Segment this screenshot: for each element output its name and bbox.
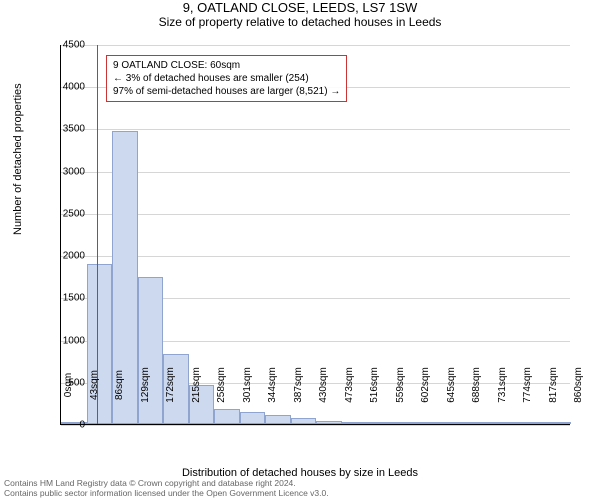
y-tick-label: 2500	[45, 208, 85, 219]
x-tick-label: 860sqm	[573, 367, 584, 403]
x-tick-label: 0sqm	[63, 373, 74, 397]
histogram-bar	[444, 422, 470, 424]
x-tick-label: 473sqm	[344, 367, 355, 403]
annotation-line: ← 3% of detached houses are smaller (254…	[113, 72, 340, 85]
histogram-bar	[291, 418, 317, 424]
histogram-bar	[367, 422, 393, 424]
y-tick-label: 4500	[45, 40, 85, 51]
annotation-line: 97% of semi-detached houses are larger (…	[113, 85, 340, 98]
x-tick-label: 731sqm	[497, 367, 508, 403]
footer-attribution: Contains HM Land Registry data © Crown c…	[4, 478, 329, 498]
histogram-bar	[418, 422, 444, 424]
x-tick-label: 645sqm	[446, 367, 457, 403]
x-tick-label: 301sqm	[242, 367, 253, 403]
plot-area: 9 OATLAND CLOSE: 60sqm← 3% of detached h…	[60, 45, 570, 425]
grid-line	[61, 425, 570, 426]
x-tick-label: 817sqm	[548, 367, 559, 403]
histogram-bar	[316, 421, 342, 424]
histogram-bar	[214, 409, 240, 424]
property-marker-line	[97, 45, 98, 424]
y-tick-label: 1500	[45, 293, 85, 304]
x-tick-label: 387sqm	[293, 367, 304, 403]
x-tick-label: 602sqm	[420, 367, 431, 403]
x-tick-label: 86sqm	[114, 370, 125, 400]
y-tick-label: 1000	[45, 335, 85, 346]
y-axis-label: Number of detached properties	[12, 83, 24, 235]
histogram-bar	[469, 422, 495, 424]
grid-line	[61, 45, 570, 46]
y-tick-label: 2000	[45, 251, 85, 262]
y-tick-label: 3000	[45, 166, 85, 177]
y-tick-label: 4000	[45, 82, 85, 93]
histogram-bar	[265, 415, 291, 424]
footer-line-2: Contains public sector information licen…	[4, 488, 329, 498]
histogram-bar	[393, 422, 419, 424]
histogram-bar	[342, 422, 368, 424]
histogram-bar	[495, 422, 521, 424]
x-tick-label: 258sqm	[216, 367, 227, 403]
x-tick-label: 129sqm	[140, 367, 151, 403]
x-tick-label: 516sqm	[369, 367, 380, 403]
x-tick-label: 774sqm	[522, 367, 533, 403]
x-tick-label: 688sqm	[471, 367, 482, 403]
histogram-bar	[240, 412, 266, 424]
x-tick-label: 43sqm	[89, 370, 100, 400]
x-tick-label: 172sqm	[165, 367, 176, 403]
footer-line-1: Contains HM Land Registry data © Crown c…	[4, 478, 329, 488]
annotation-line: 9 OATLAND CLOSE: 60sqm	[113, 59, 340, 72]
x-tick-label: 559sqm	[395, 367, 406, 403]
page-subtitle: Size of property relative to detached ho…	[0, 15, 600, 29]
x-tick-label: 430sqm	[318, 367, 329, 403]
histogram-bar	[520, 422, 546, 424]
x-tick-label: 344sqm	[267, 367, 278, 403]
chart-area: 9 OATLAND CLOSE: 60sqm← 3% of detached h…	[60, 45, 570, 425]
y-tick-label: 3500	[45, 124, 85, 135]
annotation-box: 9 OATLAND CLOSE: 60sqm← 3% of detached h…	[106, 55, 347, 102]
histogram-bar	[546, 422, 572, 424]
page-title: 9, OATLAND CLOSE, LEEDS, LS7 1SW	[0, 0, 600, 15]
y-tick-label: 0	[45, 420, 85, 431]
x-tick-label: 215sqm	[191, 367, 202, 403]
